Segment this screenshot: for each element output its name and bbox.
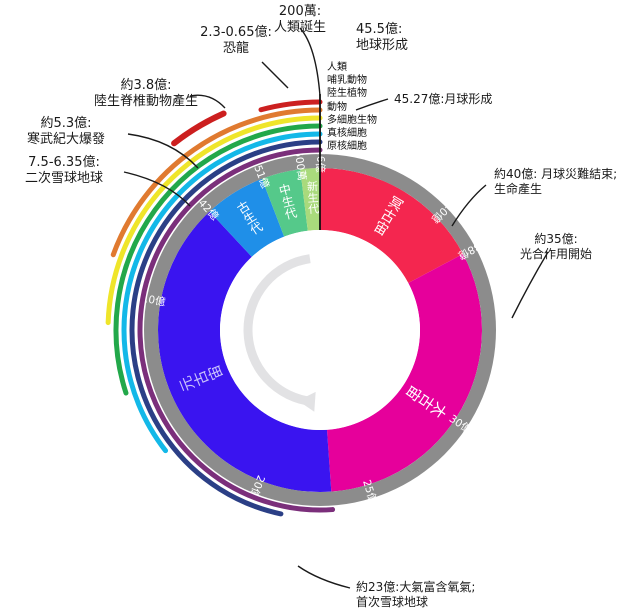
callout-earth-formation-line-0: 45.5億: (356, 22, 403, 37)
callout-cambrian-explosion: 約5.3億: 寒武紀大爆發 (27, 116, 105, 148)
callout-second-snowball-earth: 7.5-6.35億: 二次雪球地球 (25, 155, 103, 187)
callout-photosynthesis-line-0: 約35億: (534, 232, 578, 246)
callout-earth-formation-line-1: 地球形成 (356, 37, 409, 53)
eon-wedge-1[interactable] (326, 253, 482, 492)
callout-human-birth-line-0: 200萬: (278, 4, 322, 19)
bio-label-動物: 動物 (327, 101, 347, 113)
bio-label-陸生植物: 陸生植物 (327, 88, 367, 100)
callout-cambrian-explosion-line-0: 約5.3億: (40, 116, 92, 131)
callout-moon-formation: 45.27億:月球形成 (394, 92, 492, 107)
callout-dinosaur: 2.3-0.65億: 恐龍 (200, 25, 272, 57)
callout-land-vertebrate: 約3.8億: 陸生脊椎動物產生 (94, 78, 198, 110)
callout-moon-disaster-end: 約40億: 月球災難結束; 生命產生 (494, 167, 617, 196)
prokaryote-ring (138, 148, 335, 512)
callout-oxygen-rich-line-1: 首次雪球地球 (356, 594, 429, 609)
bio-label-哺乳動物: 哺乳動物 (327, 75, 367, 87)
bio-arc-動物[interactable] (113, 123, 323, 396)
bio-arc-真核細胞[interactable] (129, 139, 323, 517)
eon-label-2-char: 古 (190, 368, 212, 389)
leader-dinosaur (261, 61, 289, 89)
leader-cambrian (127, 133, 199, 169)
callout-human-birth-line-1: 人類誕生 (273, 19, 327, 35)
callout-moon-formation-line-0: 45.27億:月球形成 (394, 92, 493, 106)
eon-label-5-char: 生 (307, 190, 319, 205)
leader-human-birth (299, 27, 321, 97)
callout-dinosaur-line-0: 2.3-0.65億: (200, 25, 272, 40)
dinosaur-arc[interactable] (171, 110, 227, 147)
eon-wedge-5[interactable] (300, 168, 320, 231)
eon-label-4-char: 代 (284, 206, 299, 222)
callout-photosynthesis-line-1: 光合作用開始 (519, 246, 593, 261)
eon-label-5-char: 新 (307, 179, 319, 194)
leader-land-vertebrate (189, 94, 226, 109)
leader-oxygen (297, 565, 351, 589)
eon-wedge-0[interactable] (320, 168, 464, 284)
bio-arc-多細胞生物[interactable] (121, 131, 323, 454)
eon-wedge-4[interactable] (261, 169, 308, 237)
callout-second-snowball-earth-line-0: 7.5-6.35億: (28, 155, 100, 170)
eon-label-5-char: 代 (308, 203, 320, 217)
callout-human-birth: 200萬: 人類誕生 (274, 4, 326, 36)
leader-snowball2 (123, 171, 191, 207)
callout-second-snowball-earth-line-1: 二次雪球地球 (24, 170, 104, 186)
callout-land-vertebrate-line-1: 陸生脊椎動物產生 (93, 93, 199, 109)
callout-dinosaur-line-1: 恐龍 (222, 40, 250, 56)
eon-label-2-char: 宙 (204, 362, 226, 383)
bio-arc-哺乳動物[interactable] (110, 107, 323, 258)
callout-cambrian-explosion-line-1: 寒武紀大爆發 (26, 131, 106, 147)
callout-oxygen-rich: 約23億:大氣富含氧氣; 首次雪球地球 (356, 580, 475, 609)
bio-arc-陸生植物[interactable] (105, 115, 323, 326)
leader-moon-disaster (451, 184, 487, 227)
eon-label-4-char: 中 (277, 181, 292, 198)
bio-label-真核細胞: 真核細胞 (327, 128, 367, 139)
callout-earth-formation: 45.5億: 地球形成 (356, 22, 408, 54)
scale-tick-6: 10億 (141, 292, 167, 309)
callout-moon-disaster-end-line-0: 約40億: 月球災難結束; (494, 167, 618, 181)
callout-oxygen-rich-line-0: 約23億:大氣富含氧氣; (356, 580, 476, 594)
bio-label-原核細胞: 原核細胞 (327, 141, 367, 153)
bio-label-人類: 人類 (327, 62, 347, 73)
center-arrow-head (298, 391, 316, 412)
leader-moon-form (355, 98, 389, 111)
bio-arc-人類[interactable] (258, 99, 323, 113)
callout-moon-disaster-end-line-1: 生命產生 (494, 181, 543, 196)
eon-label-2-char: 元 (176, 373, 198, 394)
leader-photosynthesis (511, 251, 549, 319)
callout-land-vertebrate-line-0: 約3.8億: (120, 78, 172, 93)
callout-photosynthesis: 約35億: 光合作用開始 (520, 232, 592, 261)
eon-label-4-char: 生 (281, 194, 296, 210)
center-arrow-arc (243, 254, 313, 407)
bio-label-多細胞生物: 多細胞生物 (327, 114, 377, 126)
eon-wedge-2[interactable] (158, 211, 332, 493)
eon-wedge-3[interactable] (209, 178, 285, 257)
